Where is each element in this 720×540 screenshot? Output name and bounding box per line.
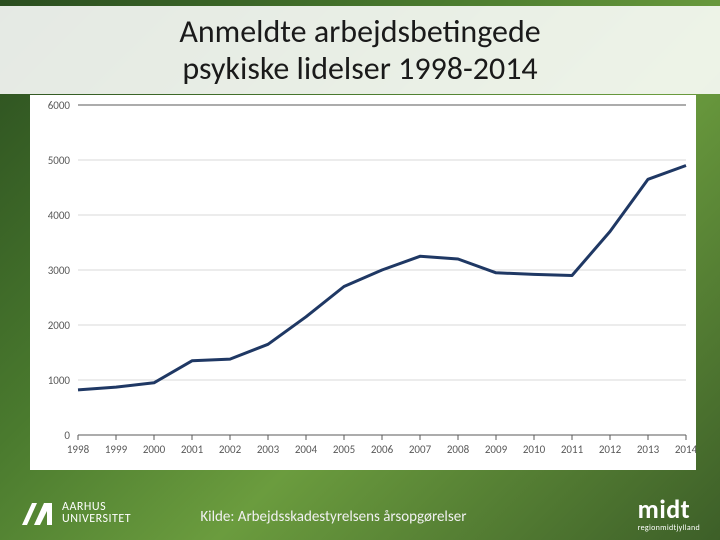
x-tick-label: 2000 — [143, 443, 166, 456]
line-chart: 0 1000 2000 3000 4000 5000 6000 1998 1999 2000 200… — [30, 95, 696, 470]
y-tick-label: 3000 — [48, 264, 71, 277]
x-tick-label: 1998 — [67, 443, 90, 456]
x-tick-label: 2012 — [599, 443, 622, 456]
au-logo-line1: AARHUS — [62, 501, 131, 513]
x-tick-label: 2014 — [675, 443, 696, 456]
x-tick-label: 2006 — [371, 443, 394, 456]
x-tick-label: 2007 — [409, 443, 432, 456]
au-logo-text: AARHUS UNIVERSITET — [62, 501, 131, 525]
midt-i: i — [659, 493, 666, 525]
footer: AARHUS UNIVERSITET Kilde: Arbejdsskadest… — [0, 485, 720, 540]
x-tick-label: 2011 — [561, 443, 584, 456]
x-tick-label: 2003 — [257, 443, 280, 456]
x-tick-label: 2013 — [637, 443, 660, 456]
x-tick-label: 2010 — [523, 443, 546, 456]
title-line-1: Anmeldte arbejdsbetingede — [179, 12, 540, 51]
title-line-2: psykiske lidelser 1998-2014 — [182, 49, 537, 88]
data-series-line — [78, 166, 686, 390]
y-tick-label: 2000 — [48, 319, 71, 332]
title-block: Anmeldte arbejdsbetingede psykiske lidel… — [0, 6, 720, 94]
y-tick-label: 6000 — [48, 99, 71, 112]
midt-m: m — [638, 493, 660, 525]
y-tick-label: 5000 — [48, 154, 71, 167]
midt-word: midt — [638, 493, 700, 525]
x-tick-label: 2008 — [447, 443, 470, 456]
slide-title: Anmeldte arbejdsbetingede psykiske lidel… — [40, 14, 680, 88]
x-tick-label: 2001 — [181, 443, 204, 456]
y-tick-label: 0 — [64, 429, 70, 442]
midt-sub: regionmidtjylland — [638, 523, 700, 533]
au-logo-icon — [20, 499, 54, 527]
x-tick-label: 1999 — [105, 443, 128, 456]
slide: Anmeldte arbejdsbetingede psykiske lidel… — [0, 0, 720, 540]
x-tick-label: 2002 — [219, 443, 242, 456]
x-tick-label: 2005 — [333, 443, 355, 456]
y-tick-label: 4000 — [48, 209, 71, 222]
source-label: Kilde: Arbejdsskadestyrelsens årsopgørel… — [200, 508, 466, 526]
region-midtjylland-logo: midt regionmidtjylland — [638, 493, 700, 533]
au-logo-line2: UNIVERSITET — [62, 513, 131, 525]
x-tick-label: 2004 — [295, 443, 318, 456]
midt-d: d — [666, 493, 680, 525]
aarhus-university-logo: AARHUS UNIVERSITET — [20, 499, 131, 527]
y-tick-label: 1000 — [48, 374, 71, 387]
midt-t: t — [681, 493, 691, 525]
x-tick-label: 2009 — [485, 443, 508, 456]
chart-svg: 0 1000 2000 3000 4000 5000 6000 1998 1999 2000 200… — [30, 95, 696, 470]
